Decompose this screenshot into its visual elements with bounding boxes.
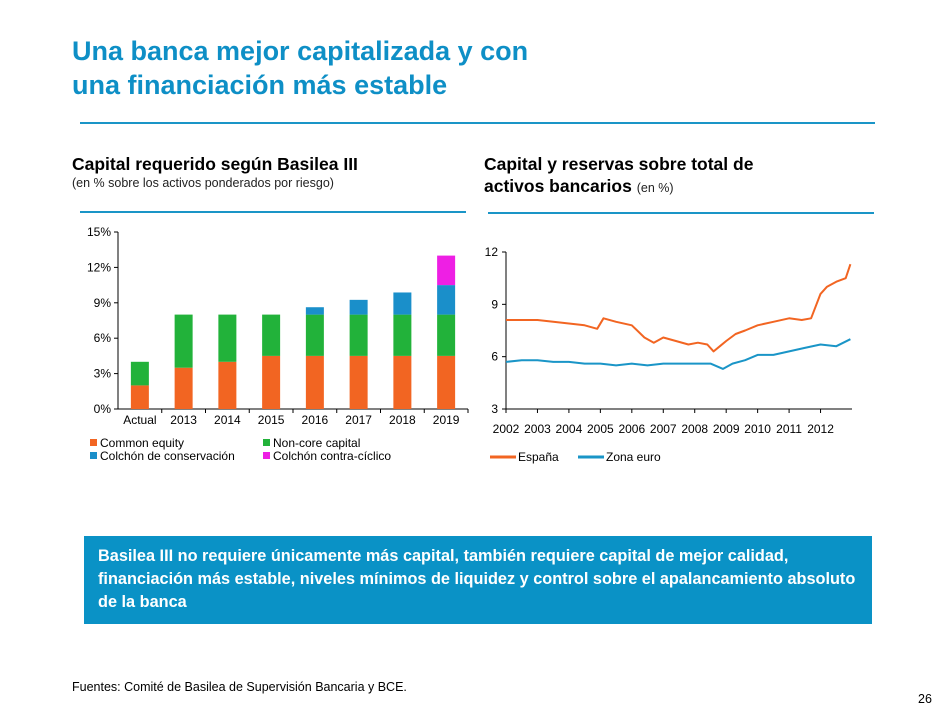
bar-segment: [218, 361, 237, 409]
right-chart-labels: 3 6 9 12 2002 2003 2004 2005 2006 2007 2008 2009 201…: [485, 245, 835, 436]
legend-swatch: [263, 439, 270, 446]
bar-segment: [437, 314, 456, 356]
x-tick-label: 2009: [713, 422, 740, 436]
left-chart-subtitle: (en % sobre los activos ponderados por r…: [72, 176, 334, 190]
right-chart-divider: [488, 212, 874, 214]
x-tick-label: 2012: [807, 422, 834, 436]
right-chart-title-unit: (en %): [636, 181, 674, 195]
y-tick-label: 3%: [94, 367, 112, 381]
x-tick-label: 2008: [681, 422, 708, 436]
bar-segment: [393, 292, 412, 315]
left-chart-axes: [114, 231, 469, 413]
x-tick-label: 2002: [493, 422, 520, 436]
bar-segment: [262, 355, 281, 409]
bar-segment: [130, 361, 149, 386]
x-tick-label: 2010: [744, 422, 771, 436]
x-tick-label: 2004: [556, 422, 583, 436]
bar-segment: [349, 314, 368, 356]
left-chart-divider: [80, 211, 466, 213]
x-tick-label: Actual: [123, 413, 156, 427]
bar-segment: [262, 314, 281, 356]
right-chart-lines: [505, 263, 852, 370]
right-chart-axes: [502, 251, 852, 413]
y-tick-label: 9%: [94, 296, 112, 310]
series-line: [506, 263, 852, 353]
legend-label: Colchón contra-cíclico: [273, 449, 391, 463]
bar-segment: [305, 314, 324, 356]
series-line: [505, 338, 851, 370]
y-tick-label: 6%: [94, 331, 112, 345]
bar-segment: [174, 314, 193, 368]
legend-swatch: [90, 439, 97, 446]
legend-swatch: [90, 452, 97, 459]
x-tick-label: 2006: [618, 422, 645, 436]
x-tick-label: 2016: [302, 413, 329, 427]
bar-segment: [218, 314, 237, 362]
legend-label: Non-core capital: [273, 436, 360, 450]
right-chart-heading: Capital y reservas sobre total de activo…: [484, 153, 884, 199]
legend-label: Colchón de conservación: [100, 449, 235, 463]
x-tick-label: 2013: [170, 413, 197, 427]
left-chart-heading: Capital requerido según Basilea III (en …: [72, 153, 482, 191]
y-tick-label: 9: [491, 297, 498, 311]
right-line-chart: 3 6 9 12 2002 2003 2004 2005 2006 2007 2008 2009 201…: [485, 245, 852, 464]
left-chart-title: Capital requerido según Basilea III: [72, 154, 358, 174]
y-tick-label: 12: [485, 245, 499, 259]
page-number: 26: [918, 692, 932, 706]
left-chart-labels: 0% 3% 6% 9% 12% 15% Actual 2013 2014 2015 2016 2017…: [87, 225, 460, 427]
x-tick-label: 2003: [524, 422, 551, 436]
y-tick-label: 6: [491, 350, 498, 364]
legend-label: España: [518, 450, 559, 464]
summary-box: Basilea III no requiere únicamente más c…: [84, 536, 872, 624]
left-chart-legend: Common equity Non-core capital Colchón de …: [90, 436, 391, 463]
right-chart-title-line-1: Capital y reservas sobre total de: [484, 154, 754, 174]
x-tick-label: 2019: [433, 413, 460, 427]
right-chart-title-main: activos bancarios: [484, 176, 632, 196]
bar-segment: [349, 355, 368, 409]
title-divider: [80, 122, 875, 124]
bar-segment: [393, 355, 412, 409]
legend-label: Common equity: [100, 436, 184, 450]
right-chart-legend: España Zona euro: [490, 450, 661, 464]
bar-segment: [174, 367, 193, 409]
legend-label: Zona euro: [606, 450, 661, 464]
slide-title: Una banca mejor capitalizada y con una f…: [72, 34, 872, 102]
bar-segment: [393, 314, 412, 356]
bar-segment: [130, 385, 149, 409]
slide-title-line-2: una financiación más estable: [72, 70, 448, 100]
sources-note: Fuentes: Comité de Basilea de Supervisió…: [72, 680, 407, 694]
bar-segment: [437, 285, 456, 315]
bar-segment: [305, 355, 324, 409]
slide-title-line-1: Una banca mejor capitalizada y con: [72, 36, 529, 66]
x-tick-label: 2007: [650, 422, 677, 436]
x-tick-label: 2011: [776, 422, 802, 436]
x-tick-label: 2018: [389, 413, 416, 427]
legend-swatch: [263, 452, 270, 459]
x-tick-label: 2014: [214, 413, 241, 427]
x-tick-label: 2015: [258, 413, 285, 427]
y-tick-label: 0%: [94, 402, 112, 416]
x-tick-label: 2005: [587, 422, 614, 436]
left-stacked-bar-chart: 0% 3% 6% 9% 12% 15% Actual 2013 2014 2015 2016 2017…: [87, 225, 469, 463]
right-chart-title-line-2: activos bancarios (en %): [484, 175, 884, 199]
y-tick-label: 15%: [87, 225, 111, 239]
y-tick-label: 12%: [87, 260, 111, 274]
summary-text: Basilea III no requiere únicamente más c…: [98, 547, 856, 611]
bar-segment: [305, 307, 324, 315]
left-chart-bars: [130, 255, 456, 409]
bar-segment: [349, 299, 368, 315]
bar-segment: [437, 255, 456, 286]
bar-segment: [437, 355, 456, 409]
y-tick-label: 3: [491, 402, 498, 416]
x-tick-label: 2017: [345, 413, 372, 427]
